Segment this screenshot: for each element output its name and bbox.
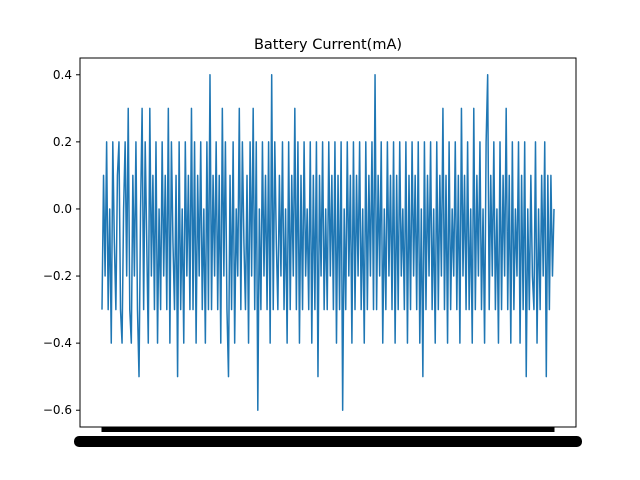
y-axis: −0.6 −0.4 −0.2 0.0 0.2 0.4: [43, 68, 80, 417]
y-tick-label: 0.4: [53, 68, 72, 82]
series-layer: [101, 74, 555, 411]
y-tick-label: −0.4: [43, 336, 72, 350]
y-tick-label: 0.0: [53, 202, 72, 216]
x-axis: [74, 427, 582, 447]
x-tick-labels-overlapping: [74, 436, 582, 447]
x-ticks: [101, 427, 555, 432]
series-line: [101, 74, 555, 411]
chart-title: Battery Current(mA): [254, 37, 402, 53]
y-tick-label: −0.2: [43, 269, 72, 283]
plot-frame: [79, 57, 577, 428]
y-tick-label: 0.2: [53, 135, 72, 149]
y-tick-label: −0.6: [43, 403, 72, 417]
